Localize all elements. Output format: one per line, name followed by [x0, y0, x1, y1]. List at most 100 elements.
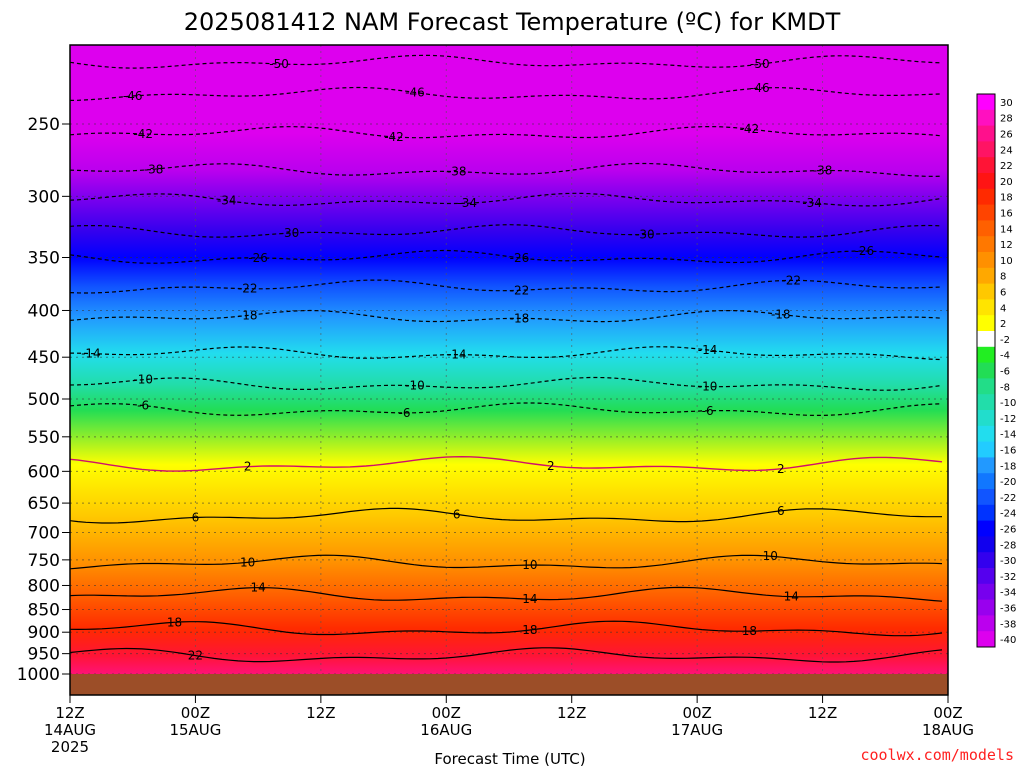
contour-label: 2	[244, 460, 252, 474]
colorbar-label: 4	[1000, 303, 1006, 314]
colorbar-label: -4	[1000, 351, 1010, 362]
y-tick-label: 250	[28, 115, 60, 135]
contour-line	[70, 54, 943, 69]
colorbar-swatch	[977, 536, 995, 553]
contour-line	[70, 620, 943, 637]
colorbar-label: -10	[1000, 398, 1016, 409]
contour-line	[70, 162, 943, 178]
x-tick-label: 00Z	[432, 704, 461, 722]
x-tick-label: 00Z	[181, 704, 210, 722]
contour-label: -42	[384, 130, 404, 144]
colorbar-swatch	[977, 173, 995, 190]
contour-label: -50	[750, 57, 770, 71]
contour-label: 14	[522, 592, 537, 606]
colorbar-label: -20	[1000, 477, 1016, 488]
contour-label: 18	[167, 615, 182, 629]
colorbar-label: -28	[1000, 540, 1016, 551]
contour-label: -10	[698, 380, 718, 394]
y-axis: 2503003504004505005506006507007508008509…	[17, 115, 70, 685]
x-tick-label: 00Z	[682, 704, 711, 722]
colorbar-swatch	[977, 504, 995, 522]
contour-label: -42	[133, 127, 153, 141]
contour-label: -10	[133, 373, 153, 387]
contour-line	[70, 376, 943, 391]
contour-label: -34	[802, 196, 822, 210]
contour-line	[70, 249, 943, 264]
temperature-field	[70, 45, 948, 695]
y-tick-label: 800	[28, 576, 60, 596]
contour-label: 18	[522, 623, 537, 637]
contour-label: 18	[742, 624, 757, 638]
contour-label: -38	[813, 164, 833, 178]
y-tick-label: 1000	[17, 665, 60, 685]
colorbar-label: -8	[1000, 382, 1010, 393]
contour-line	[70, 346, 943, 361]
contour-line	[70, 402, 943, 416]
colorbar-label: -6	[1000, 367, 1010, 378]
x-axis-label: Forecast Time (UTC)	[434, 750, 585, 768]
colorbar-label: 24	[1000, 145, 1013, 156]
x-tick-label: 12Z	[557, 704, 586, 722]
colorbar-label: -30	[1000, 556, 1016, 567]
colorbar-swatch	[977, 568, 995, 585]
contour-label: -6	[137, 399, 149, 413]
contour-label: -46	[405, 85, 425, 99]
contour-label: -22	[781, 273, 801, 287]
x-tick-label: 17AUG	[671, 721, 723, 739]
colorbar-swatch	[977, 552, 995, 569]
colorbar-label: 10	[1000, 256, 1013, 267]
colorbar-swatch	[977, 394, 995, 411]
contour-line	[70, 586, 943, 602]
colorbar-swatch	[977, 267, 995, 285]
contour-label: -18	[771, 307, 791, 321]
contour-label: -14	[81, 347, 101, 361]
colorbar-swatch	[977, 615, 995, 632]
colorbar-label: 8	[1000, 272, 1006, 283]
colorbar-swatch	[977, 109, 995, 127]
contour-line	[70, 125, 943, 139]
y-tick-label: 500	[28, 390, 60, 410]
x-tick-label: 2025	[51, 738, 89, 756]
contour-label: -30	[280, 226, 300, 240]
colorbar-label: -26	[1000, 525, 1016, 536]
contour-label: -18	[238, 308, 258, 322]
colorbar-label: -32	[1000, 572, 1016, 583]
y-tick-label: 950	[28, 645, 60, 665]
colorbar-swatch	[977, 425, 995, 443]
colorbar-label: -38	[1000, 619, 1016, 630]
colorbar-swatch	[977, 441, 995, 458]
colorbar-label: 6	[1000, 288, 1006, 299]
ground-below-surface	[70, 674, 948, 695]
x-tick-label: 15AUG	[169, 721, 221, 739]
colorbar-swatch	[977, 583, 995, 601]
contour-line	[70, 647, 943, 663]
colorbar-swatch	[977, 489, 995, 506]
colorbar-swatch	[977, 188, 995, 206]
contour-label: 10	[763, 549, 778, 563]
contour-label: -14	[447, 348, 467, 362]
colorbar-label: -2	[1000, 335, 1010, 346]
colorbar-label: -14	[1000, 430, 1016, 441]
colorbar-label: -36	[1000, 604, 1016, 615]
contour-label: -22	[238, 282, 258, 296]
contour-label: -30	[635, 227, 655, 241]
contour-label: -14	[698, 343, 718, 357]
contour-label: -18	[510, 311, 530, 325]
y-tick-label: 600	[28, 462, 60, 482]
contour-label: -26	[510, 251, 530, 265]
contour-label: -6	[398, 406, 410, 420]
contour-label: 14	[251, 581, 266, 595]
contour-label: -34	[217, 194, 237, 208]
colorbar-swatch	[977, 315, 995, 332]
colorbar-label: -12	[1000, 414, 1016, 425]
colorbar-label: 28	[1000, 114, 1013, 125]
contour-line	[70, 279, 943, 294]
y-tick-label: 750	[28, 551, 60, 571]
colorbar-label: 30	[1000, 98, 1013, 109]
colorbar-label: -24	[1000, 509, 1016, 520]
contour-line	[70, 224, 943, 238]
y-tick-label: 900	[28, 623, 60, 643]
colorbar-label: 12	[1000, 240, 1013, 251]
colorbar-swatch	[977, 141, 995, 158]
